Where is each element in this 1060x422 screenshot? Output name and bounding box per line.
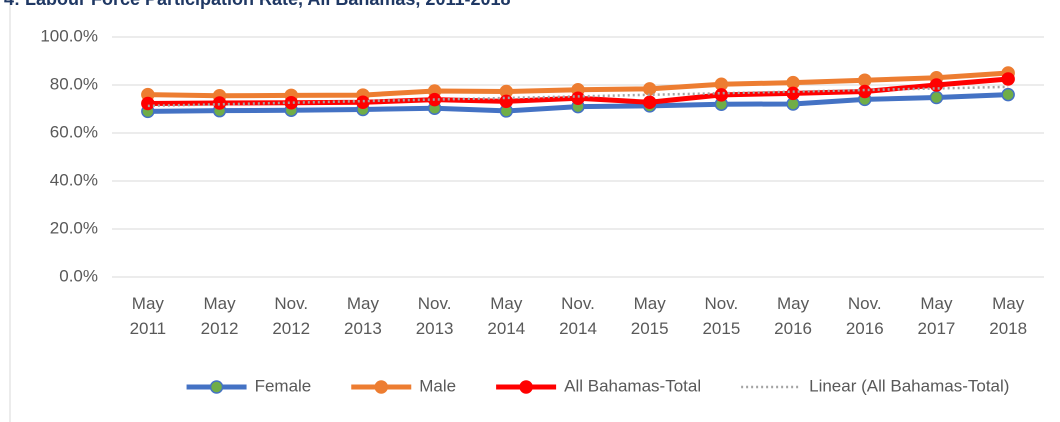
legend-marker xyxy=(209,380,224,394)
x-tick-label: Nov. 2014 xyxy=(559,294,597,338)
legend-marker xyxy=(374,380,388,394)
point-marker xyxy=(141,96,155,111)
x-tick-label: Nov. 2016 xyxy=(846,294,884,338)
legend-item: Male xyxy=(351,376,456,395)
chart-title: 4: Labour Force Participation Rate, All … xyxy=(4,0,511,9)
x-tick-label: May 2018 xyxy=(989,294,1027,338)
legend-label: Male xyxy=(419,376,456,395)
y-tick-label: 0.0% xyxy=(59,266,98,285)
x-tick-label: May 2014 xyxy=(487,294,525,338)
x-tick-label: May 2011 xyxy=(130,294,167,338)
point-marker xyxy=(571,91,585,105)
point-marker xyxy=(642,95,657,110)
x-tick-label: May 2017 xyxy=(918,294,956,338)
point-marker xyxy=(858,73,872,87)
legend-item: Female xyxy=(186,376,312,395)
y-tick-label: 100.0% xyxy=(40,26,98,45)
x-tick-label: May 2012 xyxy=(201,294,239,338)
point-marker xyxy=(642,82,657,96)
y-tick-label: 60.0% xyxy=(50,122,98,141)
point-marker xyxy=(929,78,944,92)
x-tick-label: Nov. 2012 xyxy=(272,294,310,338)
point-marker xyxy=(499,94,514,109)
legend-label: Linear (All Bahamas-Total) xyxy=(809,376,1009,395)
y-tick-label: 20.0% xyxy=(50,218,98,237)
series-line xyxy=(147,85,1009,108)
legend-label: All Bahamas-Total xyxy=(564,376,701,395)
x-tick-label: May 2016 xyxy=(774,294,812,338)
legend-item: All Bahamas-Total xyxy=(496,376,701,395)
x-tick-label: May 2015 xyxy=(631,294,669,338)
point-marker xyxy=(1001,72,1015,86)
y-tick-label: 80.0% xyxy=(50,74,98,93)
x-tick-label: Nov. 2013 xyxy=(416,294,454,338)
point-marker xyxy=(858,84,872,99)
point-marker xyxy=(1001,87,1015,102)
x-tick-label: Nov. 2015 xyxy=(702,294,740,338)
legend-item: Linear (All Bahamas-Total) xyxy=(741,376,1009,395)
point-marker xyxy=(284,96,298,110)
point-marker xyxy=(786,86,800,101)
legend-marker xyxy=(519,380,533,394)
legend-label: Female xyxy=(255,376,312,395)
point-marker xyxy=(929,90,944,105)
point-marker xyxy=(212,96,227,110)
x-tick-label: May 2013 xyxy=(344,294,382,338)
y-tick-label: 40.0% xyxy=(50,170,98,189)
point-marker xyxy=(714,88,729,102)
